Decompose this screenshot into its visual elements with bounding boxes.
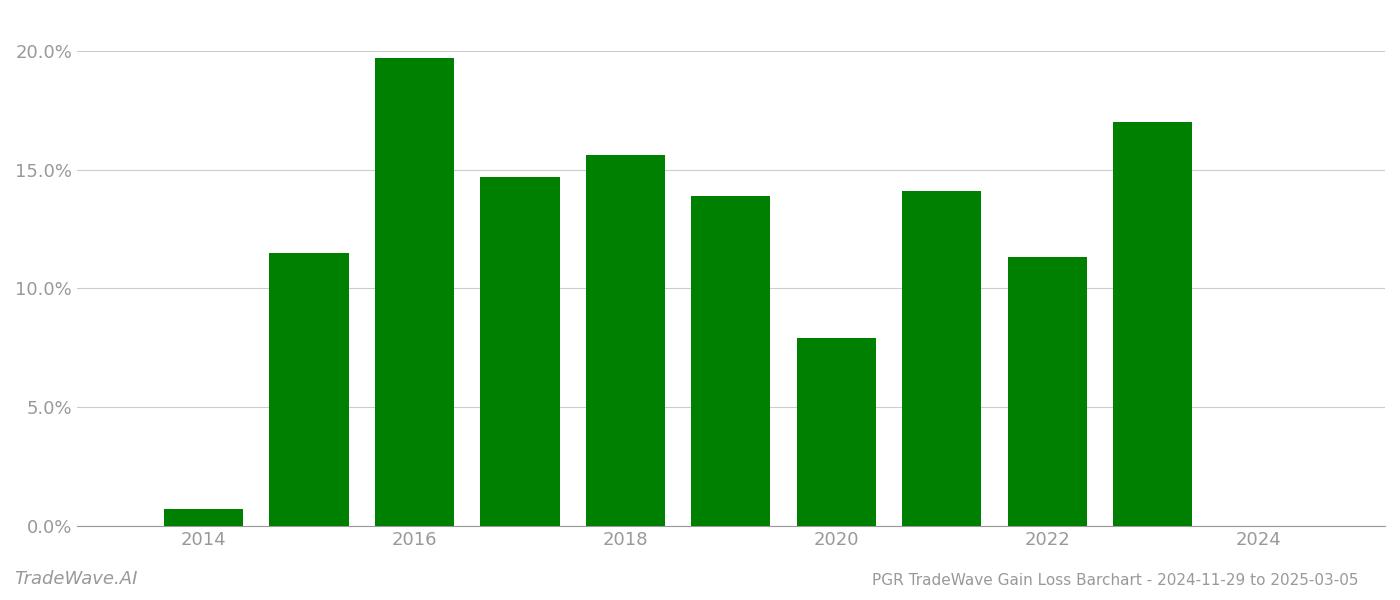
Text: TradeWave.AI: TradeWave.AI	[14, 570, 137, 588]
Bar	[164, 509, 244, 526]
Text: PGR TradeWave Gain Loss Barchart - 2024-11-29 to 2025-03-05: PGR TradeWave Gain Loss Barchart - 2024-…	[871, 573, 1358, 588]
Bar	[269, 253, 349, 526]
Bar	[375, 58, 454, 526]
Bar	[1113, 122, 1193, 526]
Bar	[692, 196, 770, 526]
Bar	[1008, 257, 1086, 526]
Bar	[903, 191, 981, 526]
Bar	[797, 338, 876, 526]
Bar	[480, 176, 560, 526]
Bar	[585, 155, 665, 526]
